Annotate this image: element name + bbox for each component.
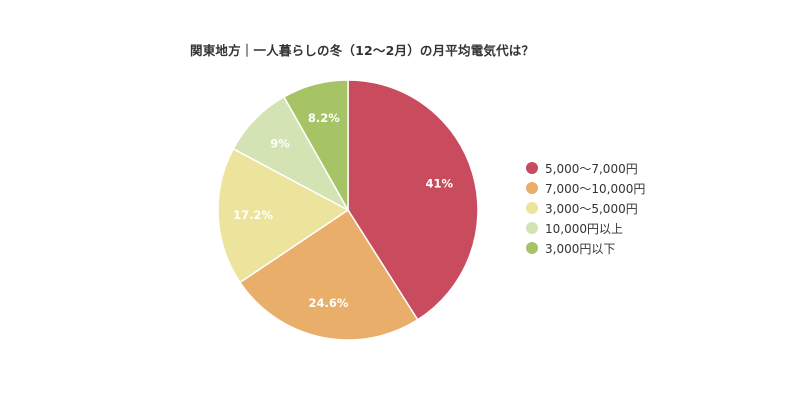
legend-swatch xyxy=(526,162,538,174)
legend-item: 7,000〜10,000円 xyxy=(526,178,645,198)
legend-label: 5,000〜7,000円 xyxy=(545,161,638,176)
legend-item: 10,000円以上 xyxy=(526,218,645,238)
slice-data-label: 17.2% xyxy=(233,208,273,222)
slice-data-label: 41% xyxy=(425,176,453,190)
legend-item: 3,000〜5,000円 xyxy=(526,198,645,218)
legend: 5,000〜7,000円 7,000〜10,000円 3,000〜5,000円 … xyxy=(526,158,645,258)
legend-swatch xyxy=(526,182,538,194)
legend-swatch xyxy=(526,222,538,234)
legend-swatch xyxy=(526,202,538,214)
legend-label: 10,000円以上 xyxy=(545,221,623,236)
legend-item: 5,000〜7,000円 xyxy=(526,158,645,178)
chart-title: 関東地方｜一人暮らしの冬（12〜2月）の月平均電気代は？ xyxy=(190,43,535,58)
pie-slice xyxy=(217,147,350,284)
pie-slice xyxy=(238,208,419,341)
legend-label: 7,000〜10,000円 xyxy=(545,181,646,196)
legend-label: 3,000円以下 xyxy=(545,241,616,256)
legend-label: 3,000〜5,000円 xyxy=(545,201,638,216)
slice-data-label: 8.2% xyxy=(308,111,340,125)
slice-data-label: 24.6% xyxy=(308,296,348,310)
legend-item: 3,000円以下 xyxy=(526,238,645,258)
slice-data-label: 9% xyxy=(270,137,290,151)
legend-swatch xyxy=(526,242,538,254)
pie-slice xyxy=(282,79,349,213)
